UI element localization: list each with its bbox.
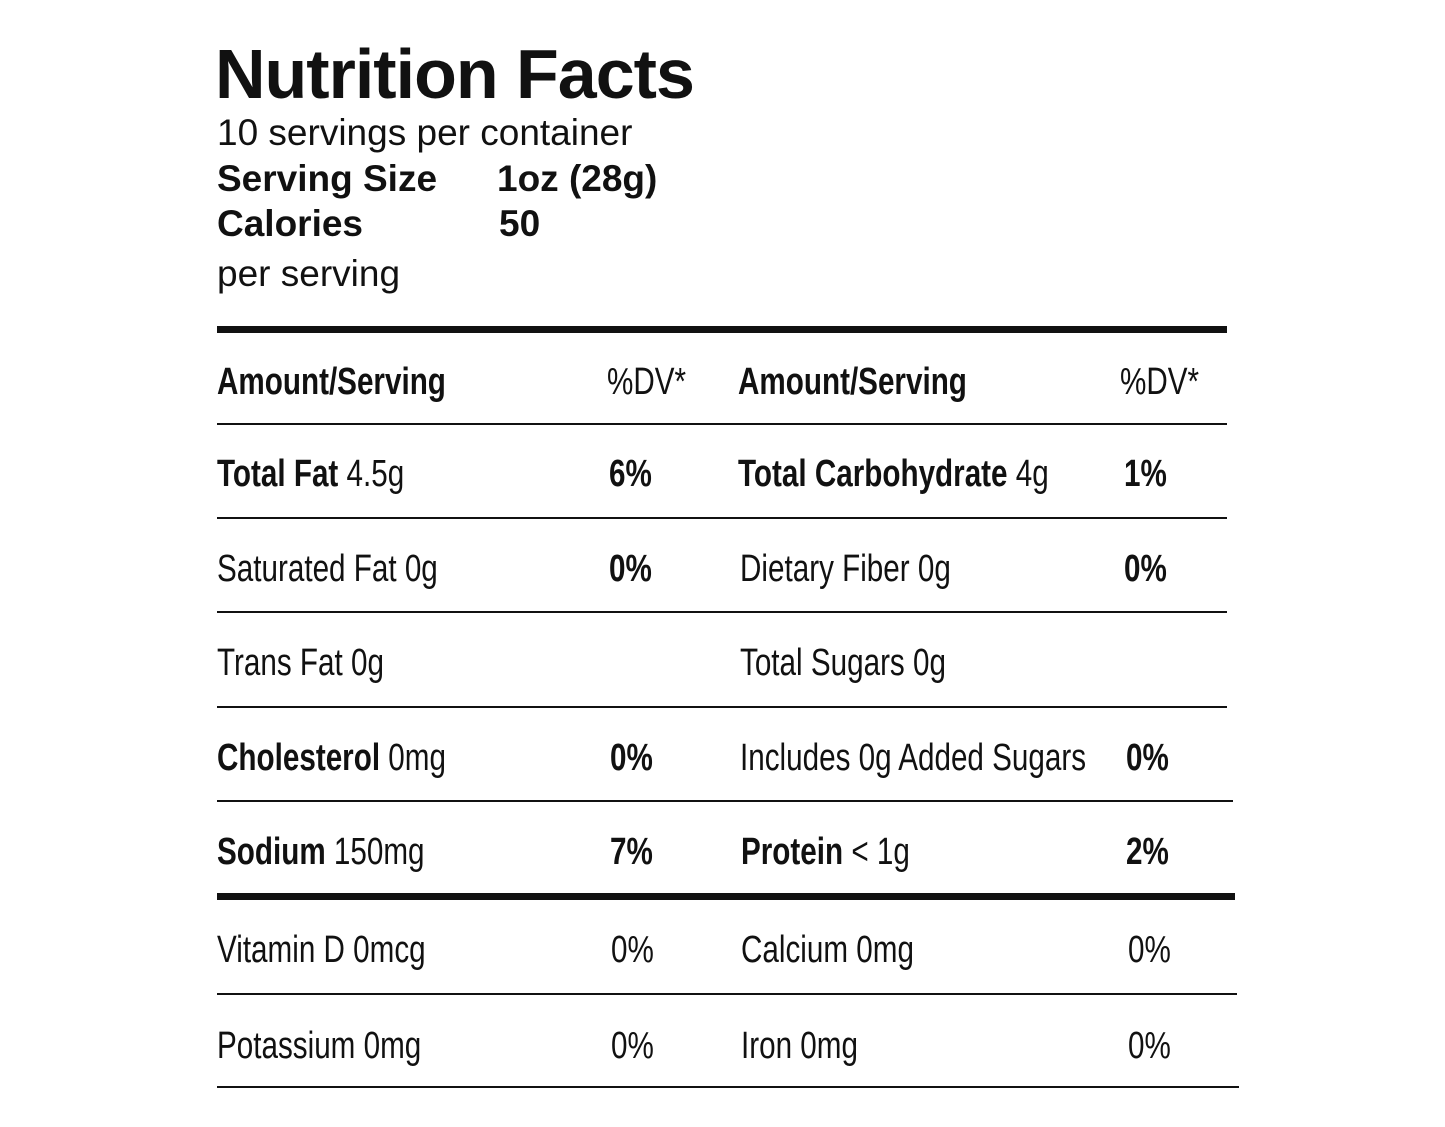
nutrient-total-sugars: Total Sugars 0g [740, 642, 946, 684]
nutrient-amount: 4g [1015, 453, 1049, 495]
top-divider [217, 326, 1227, 333]
serving-size-label: Serving Size [217, 158, 438, 199]
nutrient-protein: Protein < 1g [741, 827, 910, 877]
nutrient-name: Sodium [217, 831, 326, 873]
nutrient-trans-fat: Trans Fat 0g [217, 642, 384, 684]
nutrient-dv: 7% [610, 831, 653, 873]
nutrient-dv: 0% [609, 548, 652, 590]
iron: Iron 0mg [741, 1025, 858, 1067]
header-right-amount: Amount/Serving [738, 361, 967, 403]
calories-label: Calories [217, 203, 364, 244]
nutrient-amount: 150mg [333, 831, 425, 873]
nutrient-dv: 0% [1128, 929, 1171, 971]
nutrient-dietary-fiber: Dietary Fiber 0g [740, 548, 951, 590]
nutrient-amount: 0mg [388, 737, 446, 779]
servings-per-container: 10 servings per container [217, 112, 633, 153]
nutrient-cholesterol: Cholesterol 0mg [217, 733, 446, 783]
nutrient-dv: 0% [1128, 1025, 1171, 1067]
bottom-divider [217, 1086, 1239, 1088]
header-left-amount: Amount/Serving [217, 361, 446, 403]
row-divider [217, 611, 1227, 613]
nutrient-dv: 0% [1126, 737, 1169, 779]
nutrient-dv: 0% [1124, 548, 1167, 590]
nutrient-dv: 6% [609, 453, 652, 495]
row-divider [217, 423, 1227, 425]
header-left-dv: %DV* [607, 361, 687, 403]
nutrient-saturated-fat: Saturated Fat 0g [217, 548, 438, 590]
nutrient-dv: 1% [1124, 453, 1167, 495]
nutrient-total-fat: Total Fat 4.5g [217, 449, 404, 499]
calories-note: per serving [217, 253, 401, 294]
header-right-dv: %DV* [1120, 361, 1200, 403]
row-divider [217, 993, 1237, 995]
nutrient-total-carbohydrate: Total Carbohydrate 4g [738, 449, 1049, 499]
calories-value: 50 [499, 203, 541, 244]
nutrient-name: Protein [741, 831, 844, 873]
vitamins-divider [217, 893, 1235, 900]
serving-size-value: 1oz (28g) [497, 158, 658, 199]
nutrient-dv: 0% [611, 929, 654, 971]
row-divider [217, 706, 1227, 708]
row-divider [217, 800, 1233, 802]
nutrient-dv: 0% [611, 1025, 654, 1067]
nutrient-name: Cholesterol [217, 737, 381, 779]
nutrient-added-sugars: Includes 0g Added Sugars [740, 737, 1087, 779]
calcium: Calcium 0mg [741, 929, 914, 971]
label-title: Nutrition Facts [215, 35, 695, 113]
nutrient-dv: 0% [610, 737, 653, 779]
potassium: Potassium 0mg [217, 1025, 422, 1067]
vitamin-d: Vitamin D 0mcg [217, 929, 426, 971]
nutrient-amount: < 1g [851, 831, 910, 873]
nutrient-name: Total Carbohydrate [738, 453, 1008, 495]
nutrient-amount: 4.5g [346, 453, 405, 495]
nutrient-dv: 2% [1126, 831, 1169, 873]
row-divider [217, 517, 1227, 519]
nutrient-name: Total Fat [217, 453, 339, 495]
nutrient-sodium: Sodium 150mg [217, 827, 425, 877]
